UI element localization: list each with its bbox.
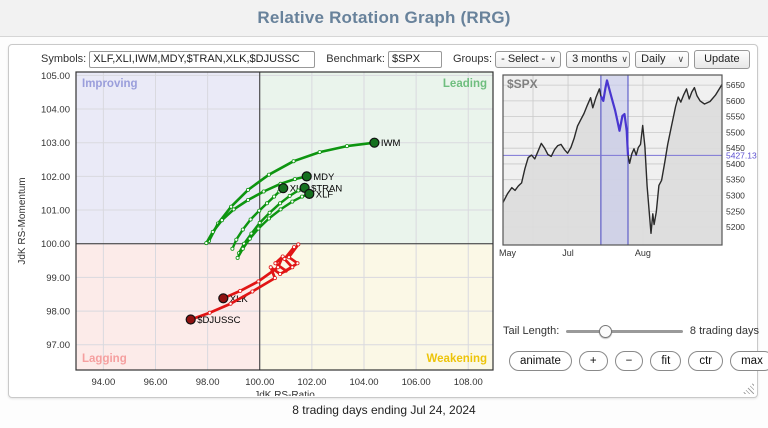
chevron-down-icon: ∨ bbox=[549, 53, 557, 64]
x-axis-title: JdK RS-Ratio bbox=[254, 390, 315, 396]
rrg-symbol-label: $TRAN bbox=[311, 183, 342, 194]
period-select[interactable]: 3 months ∨ bbox=[566, 50, 631, 68]
last-value-label: 5427.13 bbox=[726, 150, 757, 160]
selected-window bbox=[600, 75, 629, 245]
rrg-symbol-dot[interactable] bbox=[218, 293, 229, 304]
tail-length-value: 8 trading days bbox=[689, 325, 759, 337]
max-button[interactable]: max bbox=[730, 351, 768, 371]
zoom-out-button[interactable]: − bbox=[614, 351, 644, 371]
chevron-down-icon: ∨ bbox=[677, 53, 685, 64]
svg-text:5550: 5550 bbox=[726, 112, 745, 122]
benchmark-mini-chart[interactable]: $SPX 5200 5250 5300 5350 5400 5450 5500 5550 5600… bbox=[495, 66, 758, 262]
rrg-symbol-dot[interactable] bbox=[301, 171, 312, 182]
period-select-value: 3 months bbox=[572, 53, 618, 65]
animate-button[interactable]: animate bbox=[509, 351, 572, 371]
svg-text:102.00: 102.00 bbox=[297, 377, 326, 388]
footer-caption: 8 trading days ending Jul 24, 2024 bbox=[292, 403, 476, 417]
rrg-symbol-label: MDY bbox=[313, 172, 335, 183]
zoom-in-button[interactable]: + bbox=[578, 351, 608, 371]
svg-text:102.00: 102.00 bbox=[41, 172, 70, 183]
svg-text:101.00: 101.00 bbox=[41, 206, 70, 217]
rrg-symbol-dot[interactable] bbox=[278, 183, 289, 194]
svg-text:5600: 5600 bbox=[726, 96, 745, 106]
quadrant-label-weakening: Weakening bbox=[427, 353, 488, 365]
svg-text:99.00: 99.00 bbox=[46, 273, 70, 284]
svg-text:5500: 5500 bbox=[726, 127, 745, 137]
symbols-input[interactable] bbox=[89, 50, 316, 68]
frequency-select-value: Daily bbox=[641, 53, 666, 65]
rrg-symbol-dot[interactable] bbox=[369, 137, 380, 148]
frequency-select[interactable]: Daily ∨ bbox=[635, 50, 690, 68]
svg-text:105.00: 105.00 bbox=[41, 71, 70, 82]
chevron-down-icon: ∨ bbox=[621, 53, 628, 64]
svg-text:Aug: Aug bbox=[635, 248, 651, 258]
svg-text:100.00: 100.00 bbox=[245, 377, 274, 388]
svg-text:100.00: 100.00 bbox=[41, 239, 70, 250]
svg-text:5250: 5250 bbox=[726, 206, 745, 216]
ctr-button[interactable]: ctr bbox=[688, 351, 724, 371]
svg-text:5400: 5400 bbox=[726, 159, 745, 169]
benchmark-chart-area: $SPX 5200 5250 5300 5350 5400 5450 5500 5550 5600… bbox=[495, 66, 758, 262]
svg-text:103.00: 103.00 bbox=[41, 138, 70, 149]
controls-bar: Symbols: Benchmark: Groups: - Select - ∨… bbox=[9, 48, 757, 70]
page-title: Relative Rotation Graph (RRG) bbox=[257, 8, 511, 27]
svg-text:Jul: Jul bbox=[562, 248, 574, 258]
slider-thumb[interactable] bbox=[598, 324, 612, 338]
svg-text:5350: 5350 bbox=[726, 175, 745, 185]
rrg-symbol-label: $DJUSSC bbox=[197, 315, 240, 326]
benchmark-label: Benchmark: bbox=[326, 53, 385, 65]
benchmark-symbol-label: $SPX bbox=[507, 77, 538, 91]
svg-text:98.00: 98.00 bbox=[196, 377, 220, 388]
svg-text:96.00: 96.00 bbox=[144, 377, 168, 388]
rrg-symbol-dot[interactable] bbox=[185, 314, 196, 325]
svg-text:94.00: 94.00 bbox=[91, 377, 115, 388]
chart-toolbar: animate + − fit ctr max bbox=[509, 350, 768, 372]
update-button[interactable]: Update bbox=[694, 49, 750, 69]
svg-text:5450: 5450 bbox=[726, 143, 745, 153]
svg-text:108.00: 108.00 bbox=[454, 377, 483, 388]
svg-text:106.00: 106.00 bbox=[402, 377, 431, 388]
groups-label: Groups: bbox=[452, 53, 493, 65]
tail-length-slider[interactable] bbox=[566, 324, 683, 338]
rrg-chart-area: Improving Leading Lagging Weakening IWM MDY XL… bbox=[11, 66, 501, 401]
rrg-symbol-label: XLF bbox=[316, 189, 334, 200]
tail-length-control: Tail Length: 8 trading days bbox=[503, 322, 759, 340]
page-header: Relative Rotation Graph (RRG) bbox=[0, 0, 768, 37]
svg-text:5300: 5300 bbox=[726, 190, 745, 200]
groups-select[interactable]: - Select - ∨ bbox=[495, 50, 562, 68]
quadrant-label-improving: Improving bbox=[82, 78, 138, 90]
rrg-widget-panel: Symbols: Benchmark: Groups: - Select - ∨… bbox=[8, 44, 768, 401]
svg-text:5650: 5650 bbox=[726, 80, 745, 90]
rrg-chart[interactable]: Improving Leading Lagging Weakening IWM MDY XL… bbox=[11, 66, 501, 401]
quadrant-label-lagging: Lagging bbox=[82, 353, 127, 365]
svg-text:104.00: 104.00 bbox=[349, 377, 378, 388]
svg-text:97.00: 97.00 bbox=[46, 340, 70, 351]
svg-text:104.00: 104.00 bbox=[41, 105, 70, 116]
resize-handle[interactable] bbox=[742, 382, 754, 394]
rrg-symbol-dot[interactable] bbox=[304, 188, 315, 200]
rrg-symbol-label: IWM bbox=[381, 138, 401, 149]
quadrant-label-leading: Leading bbox=[443, 78, 487, 90]
tail-length-label: Tail Length: bbox=[503, 325, 560, 337]
slider-track[interactable] bbox=[566, 329, 683, 333]
y-axis-title: JdK RS-Momentum bbox=[17, 177, 28, 264]
svg-text:May: May bbox=[499, 248, 517, 258]
fit-button[interactable]: fit bbox=[650, 351, 682, 371]
svg-text:5200: 5200 bbox=[726, 222, 745, 232]
groups-select-value: - Select - bbox=[501, 53, 546, 65]
benchmark-input[interactable] bbox=[387, 50, 442, 68]
symbols-label: Symbols: bbox=[41, 53, 87, 65]
svg-text:98.00: 98.00 bbox=[46, 307, 70, 318]
